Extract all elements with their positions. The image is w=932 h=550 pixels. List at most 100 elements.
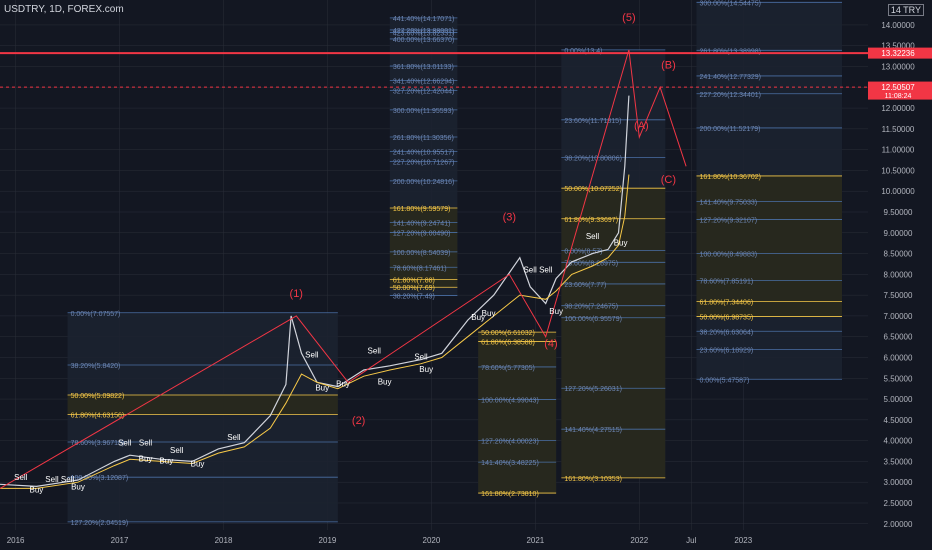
y-tick-label: 11.00000 [882, 146, 915, 155]
wave-label: (4) [544, 338, 557, 350]
fib-level-label: 227.20%(10.71267) [393, 160, 455, 167]
fib-level-label: 200.00%(11.52179) [699, 126, 760, 133]
fib-level-label: 38.20%(7.24675) [564, 304, 618, 311]
buy-signal: Buy [139, 454, 153, 463]
price-label: 12.50507 [881, 83, 915, 92]
price-series-1 [0, 174, 630, 489]
fib-zone [67, 312, 338, 522]
symbol-title: USDTRY, 1D, FOREX.com [4, 4, 124, 15]
sell-signal: Sell [305, 350, 319, 359]
fib-level-label: 0.00%(7.07557) [71, 311, 121, 318]
x-tick-label: 2023 [734, 536, 752, 545]
fib-level-label: 127.20%(4.00023) [481, 439, 539, 446]
wave-label: (1) [290, 288, 303, 300]
sell-signal: Sell [61, 475, 75, 484]
sell-signal: Sell [118, 439, 132, 448]
fib-level-label: 161.80%(10.36702) [699, 174, 761, 181]
y-tick-label: 10.00000 [881, 187, 915, 196]
y-tick-label: 6.00000 [884, 353, 913, 362]
price-series-0 [0, 95, 630, 488]
fib-level-label: 23.60%(11.71815) [564, 118, 621, 125]
fib-level-label: 78.60%(3.96718) [71, 440, 125, 447]
fib-level-label: 423.60%(13.82331) [393, 30, 455, 37]
sell-signal: Sell [414, 353, 428, 362]
fib-level-label: 261.80%(11.30356) [393, 135, 454, 142]
currency-badge[interactable]: 14 TRY [887, 4, 924, 16]
fib-level-label: 300.00%(14.54475) [699, 0, 761, 7]
sell-signal: Sell [539, 265, 553, 274]
fib-level-label: 61.80%(4.63156) [71, 412, 125, 419]
fib-level-label: 100.00%(8.49883) [699, 252, 757, 259]
fib-level-label: 0.00%(8.57) [564, 249, 602, 256]
y-tick-label: 4.50000 [884, 416, 913, 425]
fib-level-label: 0.00%(5.47587) [699, 377, 749, 384]
buy-signal: Buy [419, 365, 433, 374]
sell-signal: Sell [45, 475, 59, 484]
fib-level-label: 241.40%(12.77329) [699, 74, 761, 81]
price-label-box [868, 47, 932, 59]
buy-signal: Buy [29, 486, 43, 495]
fib-level-label: 50.00%(10.07252) [564, 186, 622, 193]
fib-golden-zone [389, 208, 458, 288]
wave-label: (C) [661, 174, 676, 186]
price-label-time: 11:08:24 [885, 93, 912, 100]
fib-level-label: 227.20%(12.34401) [699, 92, 761, 99]
y-tick-label: 8.50000 [884, 250, 913, 259]
fib-level-label: 100.00%(4.99043) [481, 397, 539, 404]
y-tick-label: 5.50000 [884, 374, 913, 383]
y-tick-label: 6.50000 [884, 333, 913, 342]
x-tick-label: Jul [686, 536, 696, 545]
fib-level-label: 50.00%(6.98735) [699, 314, 753, 321]
buy-signal: Buy [191, 459, 205, 468]
y-tick-label: 8.00000 [884, 270, 913, 279]
y-tick-label: 9.50000 [884, 208, 913, 217]
sell-signal: Sell [139, 439, 153, 448]
y-tick-label: 7.00000 [884, 312, 913, 321]
fib-level-label: 50.00%(6.61032) [481, 330, 535, 337]
x-tick-label: 2020 [423, 536, 441, 545]
buy-signal: Buy [315, 384, 329, 393]
y-tick-label: 12.00000 [881, 104, 915, 113]
fib-golden-zone [478, 332, 557, 494]
fib-level-label: 61.80%(7.34406) [699, 300, 753, 307]
fib-level-label: 61.80%(6.38588) [481, 339, 535, 346]
fib-level-label: 441.40%(14.17071) [393, 16, 455, 23]
y-tick-label: 13.50000 [881, 42, 915, 51]
buy-signal: Buy [614, 238, 628, 247]
y-tick-label: 14.00000 [881, 21, 915, 30]
fib-level-label: 127.20%(9.00490) [393, 231, 451, 238]
x-tick-label: 2018 [215, 536, 233, 545]
fib-level-label: 427.20%(13.88001) [393, 28, 455, 35]
buy-signal: Buy [482, 309, 496, 318]
fib-level-label: 341.40%(12.66294) [393, 79, 455, 86]
fib-level-label: 38.20%(10.80806) [564, 156, 622, 163]
sell-signal: Sell [14, 473, 28, 482]
buy-signal: Buy [471, 313, 485, 322]
y-tick-label: 3.50000 [884, 457, 913, 466]
y-tick-label: 9.00000 [884, 229, 913, 238]
wave-label: (5) [622, 12, 635, 24]
y-tick-label: 5.00000 [884, 395, 913, 404]
fib-level-label: 50.00%(7.69) [393, 285, 435, 292]
x-tick-label: 2017 [111, 536, 129, 545]
fib-golden-zone [696, 175, 843, 317]
fib-level-label: 127.20%(5.26031) [564, 386, 622, 393]
fib-level-label: 0.00%(13.4) [564, 48, 602, 55]
fib-level-label: 141.40%(9.24741) [393, 220, 451, 227]
fib-level-label: 78.60%(8.17461) [393, 265, 447, 272]
sell-signal: Sell [523, 265, 537, 274]
fib-golden-zone [561, 188, 666, 478]
fib-level-label: 400.00%(13.66370) [393, 37, 455, 44]
fib-level-label: 100.00%(8.54039) [393, 250, 451, 257]
fib-level-label: 100.00%(3.12087) [71, 475, 129, 482]
y-tick-label: 3.00000 [884, 478, 913, 487]
y-tick-label: 11.50000 [882, 125, 915, 134]
y-tick-label: 2.00000 [884, 520, 913, 529]
price-label: 13.32236 [881, 49, 915, 58]
fib-level-label: 361.80%(13.01133) [393, 64, 454, 71]
fib-level-label: 261.80%(13.38998) [699, 48, 761, 55]
fib-level-label: 161.80%(9.59579) [393, 206, 451, 213]
sell-signal: Sell [170, 446, 184, 455]
fib-level-label: 23.60%(6.18929) [699, 348, 753, 355]
